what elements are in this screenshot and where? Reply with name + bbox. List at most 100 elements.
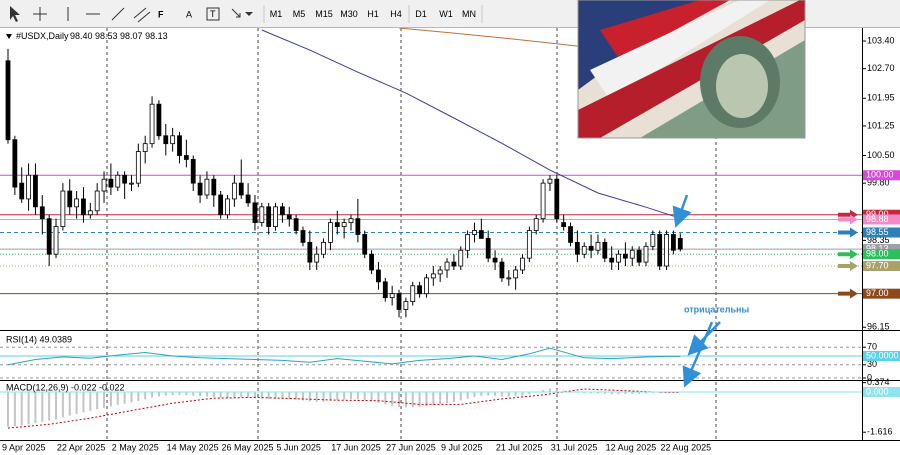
level-label: 0.000 [866, 386, 889, 396]
timeframe-button[interactable]: M30 [340, 9, 358, 19]
candle-body [115, 174, 121, 188]
candle-body [183, 155, 189, 160]
histogram-bar [308, 391, 311, 402]
timeframe-button[interactable]: D1 [415, 9, 427, 19]
candle-body [177, 135, 182, 156]
cursor-tool[interactable] [10, 6, 20, 22]
y-tick-label: -1.616 [867, 427, 893, 437]
channel-tool[interactable] [133, 7, 151, 23]
histogram-bar [446, 391, 449, 403]
candle-body [12, 139, 18, 188]
candle-body [81, 198, 86, 216]
candle-body [259, 206, 265, 224]
histogram-bar [603, 391, 606, 394]
histogram-bar [631, 391, 634, 394]
timeframe-button[interactable]: M15 [315, 9, 333, 19]
panel-title: MACD(12,26,9) -0.022 -0.022 [6, 382, 125, 392]
candle-body [129, 182, 134, 185]
x-tick-label: 2 May 2025 [112, 442, 159, 452]
histogram-bar [398, 391, 401, 407]
candle-body [677, 238, 683, 250]
histogram-bar [542, 390, 545, 392]
candle-body [26, 174, 31, 200]
candle-body [485, 238, 491, 259]
timeframe-button[interactable]: W1 [439, 9, 453, 19]
candle-body [163, 135, 169, 145]
candle-body [279, 206, 285, 216]
candle-body [197, 182, 203, 196]
overlay: 103.40 102.70 101.95 101.25 100.50 99.80 98.35… [2, 35, 900, 452]
timeframe-button[interactable]: M5 [293, 9, 306, 19]
candle-body [595, 241, 601, 251]
label-tool[interactable] [206, 7, 220, 21]
histogram-bar [487, 391, 490, 396]
histogram-bar [185, 391, 188, 396]
histogram-bar [590, 391, 593, 394]
candle-body [266, 206, 272, 227]
candle-body [424, 277, 429, 295]
histogram-bar [391, 391, 394, 406]
candle-body [328, 222, 333, 243]
histogram-bar [514, 391, 517, 397]
histogram-bar [473, 391, 476, 398]
histogram-bar [130, 391, 133, 403]
candle-body [190, 159, 196, 184]
candle-body [376, 269, 381, 283]
candle-body [348, 218, 354, 224]
histogram-bar [638, 391, 641, 394]
histogram-bar [521, 391, 524, 396]
candle-body [74, 198, 79, 208]
histogram-bar [34, 391, 37, 424]
trendline-tool[interactable] [111, 7, 125, 21]
level-label: 99.00 [866, 209, 889, 219]
crosshair-tool[interactable] [33, 7, 47, 21]
histogram-bar [55, 391, 58, 420]
candle-body [307, 241, 313, 263]
histogram-bar [20, 391, 23, 426]
candle-body [108, 178, 114, 188]
histogram-bar [384, 391, 387, 405]
candle-body [142, 143, 148, 152]
x-tick-label: 17 Jun 2025 [331, 442, 381, 452]
histogram-bar [548, 388, 551, 392]
timeframe-button[interactable]: H1 [367, 9, 379, 19]
histogram-bar [500, 391, 503, 397]
x-tick-label: 5 Jun 2025 [276, 442, 321, 452]
x-tick-label: 12 Aug 2025 [606, 442, 657, 452]
level-label: 97.00 [866, 288, 889, 298]
x-tick-label: 9 Jul 2025 [441, 442, 483, 452]
timeframe-button[interactable]: M1 [270, 9, 283, 19]
arrows-dropdown[interactable] [245, 12, 253, 16]
candle-body [218, 194, 224, 216]
histogram-bar [7, 391, 9, 427]
candle-body [526, 230, 532, 259]
timeframe-button[interactable]: MN [462, 9, 476, 19]
histogram-bar [555, 389, 558, 392]
x-tick-label: 9 Apr 2025 [2, 442, 46, 452]
histogram-bar [322, 391, 325, 402]
candle-body [122, 174, 128, 184]
fibonacci-tool[interactable]: F [158, 9, 164, 19]
candle-body [417, 285, 423, 295]
arrows-tool[interactable] [231, 8, 241, 18]
level-label: 98.88 [866, 214, 889, 224]
histogram-bar [315, 391, 318, 402]
histogram-bar [82, 391, 85, 413]
candle-body [87, 210, 93, 216]
candle-body [382, 281, 388, 299]
menu-triangle[interactable] [6, 34, 12, 39]
candle-body [156, 103, 162, 137]
x-tick-label: 31 Jul 2025 [551, 442, 598, 452]
histogram-bar [624, 391, 627, 394]
candle-body [568, 226, 573, 243]
histogram-bar [459, 391, 462, 401]
level-label: 100.00 [866, 170, 894, 180]
timeframe-button[interactable]: H4 [390, 9, 402, 19]
histogram-bar [480, 391, 483, 396]
histogram-bar [41, 391, 44, 422]
histogram-bar [233, 391, 236, 398]
text-tool[interactable]: A [186, 9, 192, 19]
histogram-bar [370, 391, 373, 402]
candle-body [506, 277, 512, 280]
histogram-bar [301, 391, 304, 401]
